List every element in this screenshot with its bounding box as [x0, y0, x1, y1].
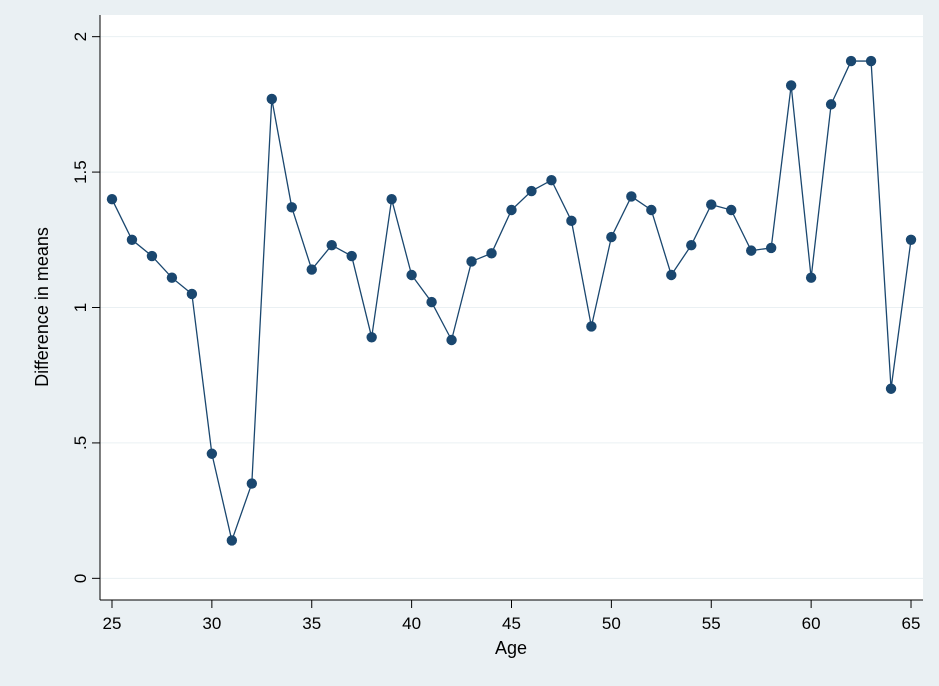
data-point [466, 256, 477, 267]
data-point [486, 248, 497, 259]
series [106, 55, 917, 546]
data-point [306, 264, 317, 275]
x-tick-label: 25 [103, 614, 122, 633]
x-tick-label: 65 [902, 614, 921, 633]
data-point [626, 191, 637, 202]
data-point [586, 321, 597, 332]
x-ticks: 25 30 35 40 45 50 55 60 65 [103, 600, 921, 633]
data-point [226, 535, 238, 546]
x-tick-label: 55 [702, 614, 721, 633]
data-point [166, 272, 178, 283]
data-point [446, 334, 457, 346]
data-point [506, 204, 517, 216]
data-point [765, 242, 777, 254]
data-point [646, 204, 657, 216]
data-point [885, 383, 897, 394]
data-point [366, 332, 377, 343]
data-point [666, 269, 677, 281]
data-point [805, 272, 817, 283]
x-tick-label: 35 [302, 614, 321, 633]
x-axis-title: Age [495, 638, 527, 658]
grid-lines [100, 36, 923, 579]
data-point [246, 478, 258, 489]
y-tick-label: 0 [71, 574, 90, 583]
data-point [785, 80, 797, 91]
data-point [406, 269, 417, 281]
data-point [746, 245, 757, 256]
data-point [845, 55, 857, 67]
y-tick-label: .5 [71, 436, 90, 450]
x-tick-label: 50 [602, 614, 621, 633]
y-ticks: 0 .5 1 1.5 2 [71, 32, 100, 583]
data-point [426, 296, 437, 308]
x-tick-label: 30 [202, 614, 221, 633]
data-point [865, 55, 877, 67]
data-point [566, 215, 577, 227]
data-point [126, 234, 138, 245]
data-point [686, 240, 697, 251]
data-point [146, 250, 158, 262]
y-axis-title: Difference in means [32, 227, 52, 387]
data-point [546, 175, 557, 186]
x-tick-label: 45 [502, 614, 521, 633]
data-point [346, 250, 357, 262]
y-tick-label: 1 [71, 303, 90, 312]
data-point [106, 193, 118, 205]
data-point [526, 185, 537, 197]
data-point [386, 193, 397, 205]
data-point [606, 231, 617, 243]
x-tick-label: 40 [402, 614, 421, 633]
data-point [905, 234, 917, 245]
data-point [206, 448, 218, 459]
data-point [326, 240, 337, 251]
data-point [825, 99, 837, 110]
data-point [726, 204, 737, 216]
y-tick-label: 2 [71, 32, 90, 41]
x-tick-label: 60 [802, 614, 821, 633]
data-point [706, 199, 717, 210]
data-point [266, 93, 277, 105]
data-point [186, 288, 198, 300]
data-point [286, 202, 297, 213]
y-tick-label: 1.5 [71, 160, 90, 184]
